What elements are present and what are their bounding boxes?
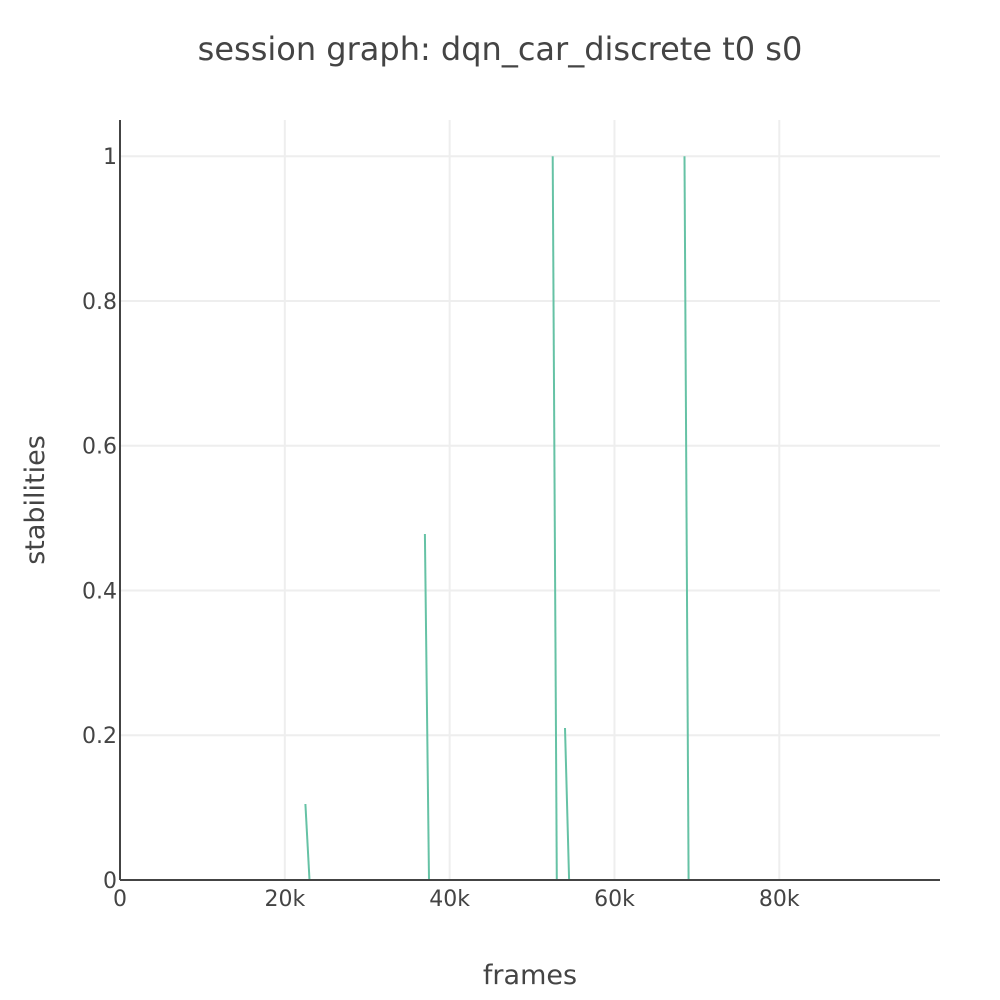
y-tick-label: 0.2 bbox=[82, 724, 117, 749]
series-line-segment bbox=[683, 156, 690, 881]
series-line-segment bbox=[423, 533, 430, 881]
series-line-segment bbox=[551, 156, 558, 881]
series-line-segment bbox=[564, 727, 571, 881]
x-axis-title: frames bbox=[483, 960, 577, 991]
x-tick-label: 40k bbox=[429, 887, 470, 912]
y-tick-labels: 0 0.2 0.4 0.6 0.8 1 bbox=[82, 145, 117, 894]
y-tick-label: 0.8 bbox=[82, 290, 117, 315]
x-tick-label: 20k bbox=[264, 887, 305, 912]
x-tick-label: 0 bbox=[113, 887, 127, 912]
series-layer bbox=[304, 156, 690, 881]
x-tick-label: 80k bbox=[759, 887, 800, 912]
x-tick-labels: 0 20k 40k 60k 80k bbox=[113, 887, 800, 912]
series-line-segment bbox=[304, 803, 311, 881]
grid bbox=[120, 120, 940, 880]
x-tick-label: 60k bbox=[594, 887, 635, 912]
y-tick-label: 0.4 bbox=[82, 579, 117, 604]
y-axis-title: stabilities bbox=[20, 435, 51, 565]
y-tick-label: 1 bbox=[103, 145, 117, 170]
y-tick-label: 0.6 bbox=[82, 435, 117, 460]
chart-title: session graph: dqn_car_discrete t0 s0 bbox=[198, 30, 803, 68]
y-tick-label: 0 bbox=[103, 869, 117, 894]
